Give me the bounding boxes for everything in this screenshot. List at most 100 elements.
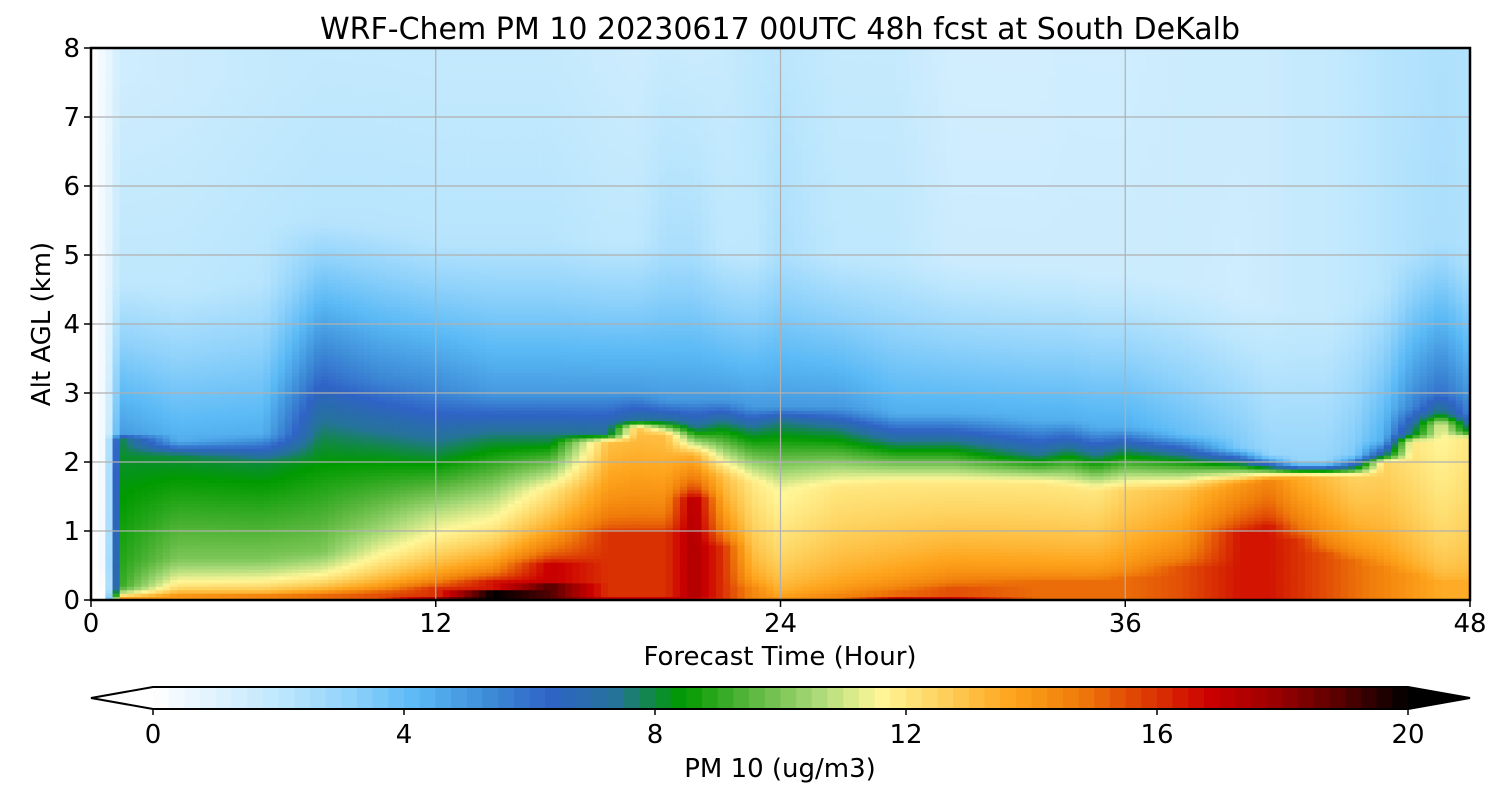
contour-cell	[119, 154, 128, 159]
contour-cell	[249, 268, 257, 273]
contour-cell	[292, 355, 300, 360]
contour-cell	[148, 230, 157, 235]
contour-cell	[134, 168, 142, 173]
contour-cell	[98, 244, 106, 249]
contour-cell	[263, 199, 272, 204]
contour-cell	[105, 486, 114, 491]
contour-cell	[191, 458, 200, 463]
contour-cell	[306, 441, 315, 446]
contour-cell	[249, 582, 257, 587]
contour-cell	[91, 289, 99, 294]
contour-cell	[98, 475, 106, 480]
contour-cell	[134, 544, 142, 549]
contour-cell	[148, 110, 157, 115]
contour-cell	[227, 51, 236, 56]
contour-cell	[263, 406, 272, 411]
contour-cell	[292, 451, 300, 456]
contour-cell	[191, 327, 200, 332]
contour-cell	[184, 106, 193, 111]
contour-cell	[170, 141, 178, 146]
contour-cell	[263, 196, 272, 201]
contour-cell	[148, 344, 157, 349]
contour-cell	[299, 365, 308, 370]
contour-cell	[105, 54, 114, 59]
contour-cell	[234, 558, 243, 563]
contour-cell	[306, 82, 315, 87]
contour-cell	[170, 568, 178, 573]
contour-cell	[126, 368, 135, 373]
contour-cell	[177, 244, 185, 249]
contour-cell	[292, 503, 300, 508]
contour-cell	[105, 348, 114, 353]
contour-cell	[277, 341, 286, 346]
contour-cell	[213, 586, 221, 591]
contour-cell	[256, 534, 264, 539]
contour-cell	[241, 441, 250, 446]
contour-cell	[234, 113, 243, 118]
contour-cell	[234, 110, 243, 115]
contour-cell	[234, 220, 243, 225]
contour-cell	[177, 127, 185, 132]
contour-cell	[256, 286, 264, 291]
contour-cell	[234, 141, 243, 146]
contour-cell	[141, 589, 150, 594]
contour-cell	[119, 317, 128, 322]
contour-cell	[170, 531, 178, 536]
contour-cell	[162, 468, 171, 473]
contour-cell	[177, 351, 185, 356]
contour-cell	[112, 65, 121, 70]
contour-cell	[292, 206, 300, 211]
contour-cell	[155, 324, 164, 329]
contour-cell	[98, 379, 106, 384]
contour-cell	[91, 551, 99, 556]
contour-cell	[227, 351, 236, 356]
contour-cell	[227, 65, 236, 70]
contour-cell	[299, 161, 308, 166]
contour-cell	[126, 148, 135, 153]
contour-cell	[98, 427, 106, 432]
contour-cell	[277, 548, 286, 553]
contour-cell	[249, 344, 257, 349]
contour-cell	[277, 555, 286, 560]
contour-cell	[98, 168, 106, 173]
contour-cell	[284, 179, 293, 184]
contour-cell	[205, 462, 214, 467]
contour-cell	[126, 486, 135, 491]
contour-cell	[141, 475, 150, 480]
contour-cell	[292, 527, 300, 532]
contour-cell	[184, 182, 193, 187]
contour-cell	[112, 244, 121, 249]
contour-cell	[220, 565, 229, 570]
contour-cell	[177, 399, 185, 404]
contour-cell	[134, 279, 142, 284]
contour-cell	[148, 48, 157, 53]
contour-cell	[198, 361, 207, 366]
contour-cell	[249, 79, 257, 84]
contour-cell	[241, 510, 250, 515]
contour-cell	[155, 268, 164, 273]
contour-cell	[134, 444, 142, 449]
contour-cell	[184, 286, 193, 291]
contour-cell	[126, 479, 135, 484]
contour-cell	[284, 324, 293, 329]
contour-cell	[98, 186, 106, 191]
contour-cell	[220, 582, 229, 587]
contour-cell	[191, 96, 200, 101]
contour-cell	[191, 399, 200, 404]
contour-cell	[162, 462, 171, 467]
contour-cell	[126, 120, 135, 125]
contour-cell	[91, 320, 99, 325]
contour-cell	[105, 324, 114, 329]
contour-cell	[292, 568, 300, 573]
contour-cell	[162, 441, 171, 446]
contour-cell	[134, 92, 142, 97]
contour-cell	[184, 151, 193, 156]
contour-cell	[141, 186, 150, 191]
contour-cell	[227, 220, 236, 225]
contour-cell	[299, 72, 308, 77]
contour-cell	[263, 54, 272, 59]
contour-cell	[241, 427, 250, 432]
contour-cell	[299, 568, 308, 573]
contour-cell	[306, 210, 315, 215]
contour-cell	[227, 396, 236, 401]
